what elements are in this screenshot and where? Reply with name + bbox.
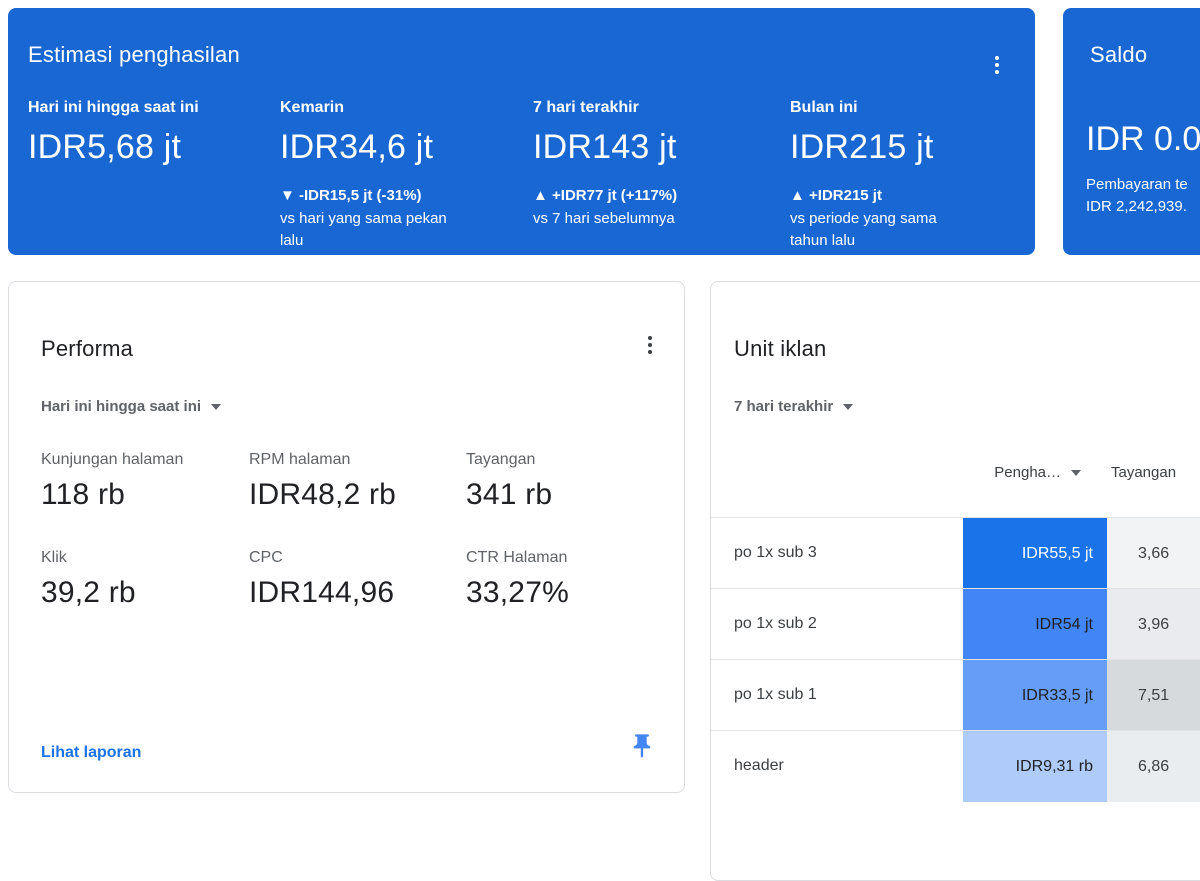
ad-units-table: po 1x sub 3 IDR55,5 jt 3,66 po 1x sub 2 … (711, 517, 1200, 802)
metric-impressions: Tayangan 341 rb (466, 450, 552, 514)
metric-clicks: Klik 39,2 rb (41, 548, 136, 612)
earnings-delta-up: ▲ +IDR215 jt (790, 187, 882, 204)
earnings-delta-up: ▲ +IDR77 jt (+117%) (533, 187, 678, 204)
table-row: po 1x sub 3 IDR55,5 jt 3,66 (711, 517, 1200, 589)
earnings-delta-down: ▼ -IDR15,5 jt (-31%) (280, 187, 422, 204)
table-row: header IDR9,31 rb 6,86 (711, 730, 1200, 802)
ad-unit-name: po 1x sub 1 (734, 686, 817, 703)
pushpin-icon (633, 734, 651, 758)
ad-units-card-title: Unit iklan (734, 336, 827, 361)
last-payment-label: Pembayaran te (1086, 176, 1188, 193)
impressions-heatmap-cell: 3,66 (1107, 518, 1200, 589)
ad-units-period-dropdown[interactable]: 7 hari terakhir (734, 398, 854, 415)
performance-period-dropdown[interactable]: Hari ini hingga saat ini (41, 398, 222, 415)
metric-label: CPC (249, 549, 283, 566)
metric-label: CTR Halaman (466, 549, 568, 566)
earnings-value: IDR5,68 jt (28, 128, 182, 166)
impressions-heatmap-cell: 3,96 (1107, 589, 1200, 660)
chevron-down-icon (843, 403, 854, 410)
earnings-heatmap-cell: IDR33,5 jt (963, 660, 1107, 731)
metric-label: Kunjungan halaman (41, 451, 184, 468)
column-header-earnings-sort[interactable]: Pengha… (963, 464, 1107, 481)
metric-label: Tayangan (466, 451, 536, 468)
metric-value: 118 rb (41, 478, 126, 511)
ad-unit-name: po 1x sub 2 (734, 615, 817, 632)
ad-unit-name: header (734, 757, 784, 774)
earnings-col-yesterday: Kemarin IDR34,6 jt ▼ -IDR15,5 jt (-31%) … (280, 98, 533, 252)
ad-units-card: Unit iklan 7 hari terakhir Pengha… Tayan… (710, 281, 1200, 881)
earnings-compare-note: vs hari yang sama pekan lalu (280, 210, 447, 249)
metric-value: IDR48,2 rb (249, 478, 397, 511)
earnings-value: IDR34,6 jt (280, 128, 434, 166)
balance-card-title: Saldo (1090, 42, 1148, 67)
earnings-col-7days: 7 hari terakhir IDR143 jt ▲ +IDR77 jt (+… (533, 98, 790, 252)
impressions-heatmap-cell: 6,86 (1107, 731, 1200, 802)
metric-value: 39,2 rb (41, 576, 136, 609)
metric-page-views: Kunjungan halaman 118 rb (41, 450, 183, 514)
earnings-col-month: Bulan ini IDR215 jt ▲ +IDR215 jt vs peri… (790, 98, 1030, 252)
metric-label: RPM halaman (249, 451, 351, 468)
estimated-earnings-card: Estimasi penghasilan Hari ini hingga saa… (8, 8, 1035, 255)
table-row: po 1x sub 1 IDR33,5 jt 7,51 (711, 659, 1200, 731)
metric-cpc: CPC IDR144,96 (249, 548, 394, 612)
more-options-icon[interactable] (989, 50, 1005, 80)
earnings-value: IDR143 jt (533, 128, 677, 166)
impressions-heatmap-cell: 7,51 (1107, 660, 1200, 731)
earnings-label: 7 hari terakhir (533, 99, 639, 116)
earnings-compare-note: vs 7 hari sebelumnya (533, 210, 675, 227)
earnings-card-title: Estimasi penghasilan (28, 42, 240, 67)
earnings-col-today: Hari ini hingga saat ini IDR5,68 jt (28, 98, 280, 252)
column-header-impressions[interactable]: Tayangan (1111, 464, 1177, 481)
balance-value: IDR 0.0 (1086, 120, 1200, 158)
earnings-value: IDR215 jt (790, 128, 934, 166)
earnings-column-label: Pengha… (994, 464, 1061, 481)
earnings-columns: Hari ini hingga saat ini IDR5,68 jt Kema… (28, 98, 1030, 252)
table-row: po 1x sub 2 IDR54 jt 3,96 (711, 588, 1200, 660)
last-payment-note: Pembayaran te IDR 2,242,939. (1086, 174, 1188, 218)
metric-page-rpm: RPM halaman IDR48,2 rb (249, 450, 396, 514)
earnings-label: Kemarin (280, 99, 345, 116)
earnings-compare-note: vs periode yang sama tahun lalu (790, 210, 937, 249)
earnings-label: Hari ini hingga saat ini (28, 99, 199, 116)
last-payment-amount: IDR 2,242,939. (1086, 198, 1187, 215)
performance-card-title: Performa (41, 336, 134, 361)
metric-value: 341 rb (466, 478, 553, 511)
metric-label: Klik (41, 549, 67, 566)
metric-value: 33,27% (466, 576, 569, 609)
earnings-heatmap-cell: IDR9,31 rb (963, 731, 1107, 802)
more-options-icon[interactable] (642, 330, 658, 360)
ad-unit-name: po 1x sub 3 (734, 544, 817, 561)
balance-card: Saldo IDR 0.0 Pembayaran te IDR 2,242,93… (1063, 8, 1200, 255)
metric-value: IDR144,96 (249, 576, 395, 609)
ad-units-table-header: Pengha… Tayangan (711, 464, 1200, 488)
performance-period-label: Hari ini hingga saat ini (41, 398, 202, 415)
ad-units-period-label: 7 hari terakhir (734, 398, 834, 415)
earnings-label: Bulan ini (790, 99, 858, 116)
sort-descending-icon (1071, 469, 1081, 476)
pin-icon[interactable] (628, 732, 656, 760)
earnings-heatmap-cell: IDR55,5 jt (963, 518, 1107, 589)
chevron-down-icon (211, 403, 222, 410)
metric-page-ctr: CTR Halaman 33,27% (466, 548, 569, 612)
earnings-heatmap-cell: IDR54 jt (963, 589, 1107, 660)
performance-card: Performa Hari ini hingga saat ini Kunjun… (8, 281, 685, 793)
view-report-link[interactable]: Lihat laporan (41, 744, 142, 761)
